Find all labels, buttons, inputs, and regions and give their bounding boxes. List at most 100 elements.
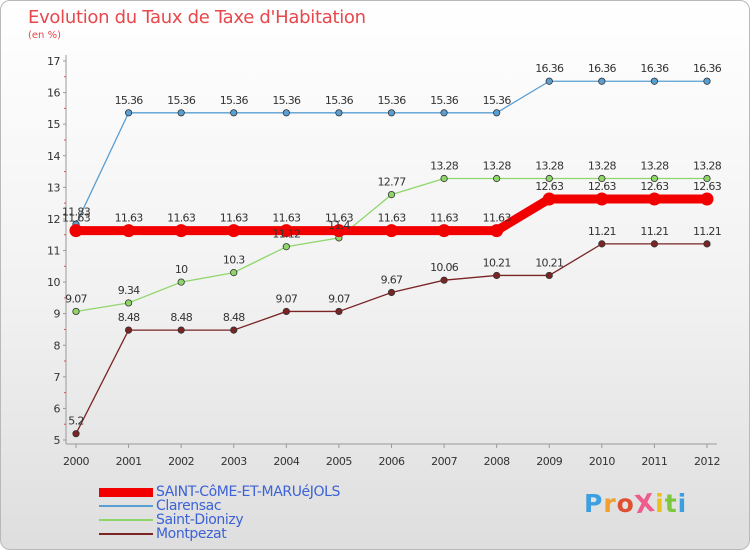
- logo-letter: r: [603, 489, 617, 518]
- data-point: [387, 288, 396, 297]
- data-point: [177, 109, 185, 117]
- data-label: 13.28: [693, 159, 722, 172]
- data-label: 13.28: [588, 159, 617, 172]
- data-point: [437, 224, 451, 238]
- data-label: 11.4: [328, 219, 350, 232]
- data-point: [545, 174, 553, 183]
- data-label: 11.12: [272, 228, 300, 241]
- data-label: 9.34: [118, 284, 140, 297]
- data-label: 16.36: [693, 62, 722, 75]
- data-point: [230, 269, 238, 277]
- data-point: [122, 224, 136, 238]
- data-point: [124, 299, 133, 307]
- data-point: [650, 77, 659, 85]
- x-tick-label: 2007: [431, 455, 457, 468]
- data-point: [387, 190, 396, 199]
- data-point: [72, 307, 80, 316]
- data-label: 11.63: [62, 212, 91, 225]
- legend-swatch: [99, 519, 153, 521]
- chart-unit: (en %): [28, 30, 61, 41]
- data-label: 11.63: [325, 212, 354, 225]
- data-label: 16.36: [640, 62, 669, 75]
- data-point: [490, 224, 504, 238]
- data-point: [230, 109, 238, 117]
- data-label: 11.21: [640, 225, 668, 238]
- x-tick-label: 2005: [326, 455, 352, 468]
- y-tick-label: 12: [47, 213, 60, 226]
- legend-label: Montpezat: [156, 526, 227, 542]
- data-point: [72, 430, 80, 438]
- legend-label: Clarensac: [156, 498, 222, 514]
- data-label: 12.63: [640, 180, 669, 193]
- data-point: [227, 224, 241, 238]
- data-label: 12.63: [535, 180, 564, 193]
- data-label: 15.36: [167, 94, 196, 107]
- legend: SAINT-CôME-ET-MARUéJOLS Clarensac Saint-…: [99, 485, 340, 541]
- legend-swatch: [99, 533, 153, 535]
- data-label: 10.21: [535, 256, 563, 269]
- legend-item: SAINT-CôME-ET-MARUéJOLS: [99, 485, 340, 499]
- data-label: 11.21: [588, 225, 616, 238]
- data-label: 13.28: [483, 159, 512, 172]
- data-point: [177, 326, 185, 334]
- logo-letter: t: [664, 489, 678, 518]
- y-tick-label: 17: [47, 55, 60, 68]
- data-point: [335, 109, 343, 117]
- data-label: 11.63: [272, 212, 301, 225]
- y-tick-label: 8: [54, 339, 61, 352]
- data-label: 11.21: [693, 225, 721, 238]
- data-label: 16.36: [535, 62, 564, 75]
- data-label: 11.83: [62, 205, 91, 218]
- data-label: 10: [175, 263, 188, 276]
- data-point: [647, 192, 661, 206]
- data-label: 15.36: [115, 94, 144, 107]
- data-point: [440, 276, 448, 284]
- y-tick-label: 9: [54, 308, 61, 321]
- data-point: [387, 109, 396, 117]
- data-point: [545, 271, 553, 280]
- y-tick-label: 14: [47, 150, 60, 163]
- data-point: [650, 240, 659, 248]
- legend-item: Saint-Dionizy: [99, 513, 340, 527]
- data-label: 9.07: [65, 292, 87, 305]
- legend-item: Montpezat: [99, 527, 340, 541]
- data-label: 10.3: [223, 254, 245, 267]
- proxiti-logo: ProXiti: [584, 488, 687, 520]
- data-label: 15.36: [325, 94, 354, 107]
- legend-label: SAINT-CôME-ET-MARUéJOLS: [156, 484, 341, 500]
- data-point: [177, 278, 185, 286]
- data-label: 15.36: [220, 94, 249, 107]
- x-tick-label: 2002: [168, 455, 194, 468]
- x-tick-label: 2004: [273, 455, 299, 468]
- data-label: 8.48: [118, 311, 140, 324]
- legend-swatch: [99, 487, 153, 497]
- data-label: 13.28: [640, 159, 669, 172]
- data-label: 11.63: [220, 212, 249, 225]
- data-point: [69, 224, 83, 238]
- y-tick-label: 15: [47, 118, 60, 131]
- x-tick-label: 2006: [379, 455, 405, 468]
- data-label: 8.48: [170, 311, 192, 324]
- data-point: [279, 224, 293, 238]
- data-point: [542, 192, 556, 206]
- data-point: [493, 271, 501, 280]
- data-label: 11.63: [378, 212, 407, 225]
- data-label: 11.63: [430, 212, 459, 225]
- data-point: [124, 326, 133, 334]
- data-label: 15.36: [272, 94, 301, 107]
- data-label: 15.36: [483, 94, 512, 107]
- data-point: [703, 174, 711, 183]
- data-point: [440, 174, 448, 183]
- logo-letter: P: [584, 489, 604, 518]
- legend-label: Saint-Dionizy: [156, 512, 244, 528]
- data-labels: 11.83 15.36 15.36 15.36 15.36 15.36 15.36 15.36…: [62, 62, 722, 427]
- data-label: 15.36: [378, 94, 407, 107]
- data-label: 12.63: [693, 180, 722, 193]
- data-label: 15.36: [430, 94, 459, 107]
- data-point: [124, 109, 133, 117]
- y-tick-label: 10: [47, 276, 60, 289]
- data-point: [282, 109, 290, 117]
- data-point: [595, 192, 609, 206]
- x-tick-label: 2011: [641, 455, 667, 468]
